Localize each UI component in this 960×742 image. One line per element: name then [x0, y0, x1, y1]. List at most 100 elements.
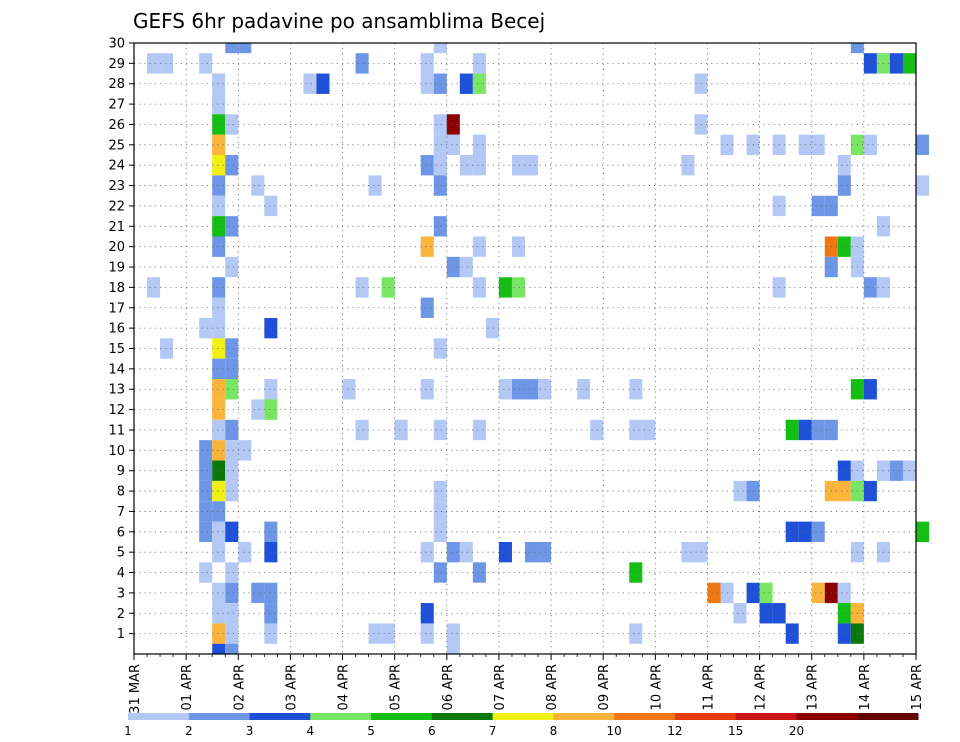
heatmap-cell: [863, 53, 877, 74]
heatmap-cell: [446, 256, 460, 278]
x-tick-label: 13 APR: [806, 664, 821, 710]
heatmap-cell: [212, 541, 226, 563]
colorbar-swatch: [128, 713, 190, 720]
heatmap-cell: [525, 379, 539, 400]
heatmap-cell: [160, 53, 174, 74]
heatmap-cell: [212, 175, 226, 196]
heatmap-cell: [368, 623, 382, 644]
heatmap-cell: [785, 623, 799, 644]
heatmap-cell: [212, 521, 226, 542]
heatmap-cell: [472, 236, 486, 257]
colorbar-label: 3: [246, 724, 254, 738]
colorbar-label: 15: [728, 724, 743, 738]
y-tick-label: 7: [117, 505, 125, 520]
y-tick-label: 16: [108, 322, 125, 337]
heatmap-cell: [916, 134, 930, 156]
heatmap-cell: [199, 562, 213, 583]
heatmap-cell: [811, 134, 825, 156]
x-tick-label: 15 APR: [910, 664, 925, 710]
heatmap-cell: [225, 480, 239, 502]
x-tick-label: 09 APR: [597, 664, 612, 710]
x-tick-label: 14 APR: [858, 664, 873, 710]
heatmap-cell: [212, 623, 226, 644]
heatmap-cell: [485, 317, 499, 339]
heatmap-cell: [629, 379, 643, 400]
x-tick-label: 04 APR: [337, 664, 352, 710]
heatmap-cell: [225, 358, 239, 380]
y-tick-label: 6: [117, 525, 125, 540]
colorbar-swatch: [796, 713, 858, 720]
colorbar-label: 1: [124, 724, 132, 738]
y-tick-label: 26: [108, 118, 125, 133]
colorbar-label: 2: [185, 724, 193, 738]
heatmap-cell: [525, 155, 539, 176]
heatmap-cell: [681, 541, 695, 563]
heatmap-cell: [759, 582, 773, 604]
heatmap-cell: [577, 379, 591, 400]
x-tick-label: 05 APR: [389, 664, 404, 710]
heatmap-cell: [264, 541, 278, 563]
colorbar-label: 7: [489, 724, 497, 738]
heatmap-cell: [225, 562, 239, 583]
heatmap-cell: [759, 603, 773, 624]
heatmap-cell: [147, 53, 161, 74]
heatmap-cell: [212, 93, 226, 115]
colorbar-swatch: [371, 713, 433, 720]
heatmap-cell: [850, 43, 864, 54]
heatmap-cell: [199, 53, 213, 74]
heatmap-cell: [863, 277, 877, 298]
x-tick-label: 01 APR: [180, 664, 195, 710]
heatmap-cell: [212, 195, 226, 217]
heatmap-cell: [446, 623, 460, 644]
heatmap-cell: [837, 236, 851, 257]
heatmap-cell: [381, 277, 395, 298]
heatmap-cell: [225, 419, 239, 441]
heatmap-cell: [212, 480, 226, 502]
heatmap-cell: [538, 379, 552, 400]
heatmap-cell: [225, 216, 239, 237]
axes: 1234567891011121314151617181920212223242…: [108, 37, 925, 714]
colorbar: 1 2 3 4 5 6 7 8 10 12 15 20: [124, 713, 919, 738]
heatmap-cell: [472, 134, 486, 156]
heatmap-cell: [446, 134, 460, 156]
heatmap-cell: [446, 643, 460, 654]
y-tick-label: 3: [117, 586, 125, 601]
colorbar-label: 6: [428, 724, 436, 738]
heatmap-cell: [355, 419, 369, 441]
heatmap-cell: [472, 562, 486, 583]
heatmap-cell: [889, 460, 903, 481]
heatmap-cell: [629, 419, 643, 441]
heatmap-cell: [381, 623, 395, 644]
heatmap-cell: [433, 419, 447, 441]
heatmap-cell: [212, 582, 226, 604]
heatmap-cell: [420, 541, 434, 563]
heatmap-cell: [212, 399, 226, 420]
y-tick-label: 10: [108, 444, 125, 459]
heatmap-cell: [212, 236, 226, 257]
heatmap-cell: [863, 480, 877, 502]
heatmap-cell: [837, 623, 851, 644]
heatmap-cell: [472, 419, 486, 441]
heatmap-cell: [368, 175, 382, 196]
y-tick-label: 29: [108, 57, 125, 72]
heatmap-cell: [538, 541, 552, 563]
heatmap-cell: [433, 114, 447, 135]
heatmap-cell: [355, 277, 369, 298]
y-tick-label: 4: [117, 566, 125, 581]
heatmap-cell: [733, 480, 747, 502]
heatmap-cell: [629, 562, 643, 583]
heatmap-cell: [785, 521, 799, 542]
y-tick-label: 13: [108, 383, 125, 398]
heatmap-cell: [863, 379, 877, 400]
heatmap-cell: [511, 379, 525, 400]
heatmap-cell: [420, 379, 434, 400]
heatmap-cell: [238, 440, 252, 461]
heatmap-cell: [264, 623, 278, 644]
heatmap-cell: [446, 541, 460, 563]
heatmap-cell: [147, 277, 161, 298]
heatmap-cell: [225, 521, 239, 542]
heatmap-cell: [225, 440, 239, 461]
heatmap-cell: [420, 155, 434, 176]
heatmap-cell: [472, 53, 486, 74]
